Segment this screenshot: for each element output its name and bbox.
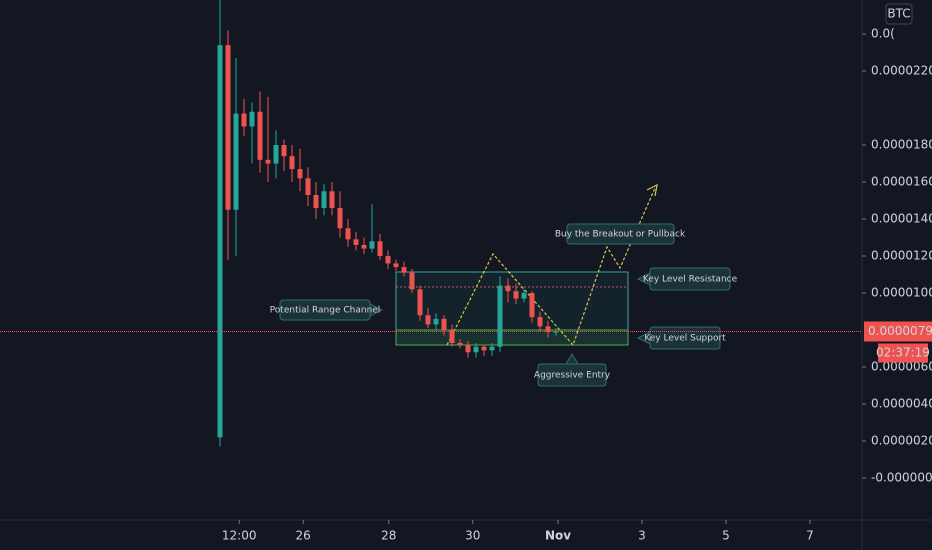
currency-badge — [885, 3, 913, 25]
candle-body — [417, 289, 423, 316]
note-text: Key Level Resistance — [643, 275, 738, 285]
x-tick-label: 26 — [296, 529, 311, 543]
candle-body — [401, 267, 407, 273]
range-box — [395, 271, 629, 346]
candle-body — [433, 318, 439, 325]
candle-body — [305, 178, 311, 195]
note-pointer — [636, 272, 651, 286]
candle-body — [473, 346, 479, 353]
price-label-box — [864, 321, 932, 342]
candle-body — [409, 272, 415, 290]
candle-body — [233, 113, 239, 210]
note-text: Aggressive Entry — [534, 371, 611, 381]
y-tick-label: 0.00002200 — [871, 64, 932, 78]
candle-body — [385, 256, 391, 264]
y-tick-label: 0.00000200 — [871, 434, 932, 448]
y-tick-label: 0.00001600 — [871, 175, 932, 189]
currency: BTC — [887, 7, 910, 21]
candle-body — [497, 285, 503, 347]
candle-body — [249, 111, 255, 127]
drawings: Potential Range Channel Buy the Breakout… — [270, 183, 738, 387]
candle-body — [377, 241, 383, 257]
note-pointer — [565, 353, 579, 365]
arrow-head — [646, 183, 658, 197]
support-box — [395, 329, 629, 346]
y-tick-label: -0.00000000 — [871, 471, 932, 485]
y-tick-label: 0.00001000 — [871, 286, 932, 300]
candle-body — [217, 45, 223, 438]
candle-body — [505, 285, 511, 292]
candles — [217, 0, 559, 447]
x-tick-label: 5 — [722, 529, 730, 543]
x-tick-label: 30 — [465, 529, 480, 543]
note-box — [566, 223, 675, 245]
candle-body — [481, 346, 487, 351]
candle-body — [425, 315, 431, 325]
candle-body — [329, 191, 335, 208]
y-tick-label: 0.00001200 — [871, 249, 932, 263]
candle-body — [353, 239, 359, 245]
candle-body — [489, 346, 495, 351]
note-pointer — [636, 331, 651, 345]
candle-body — [241, 113, 247, 127]
candle-body — [289, 156, 295, 170]
timer-box — [878, 343, 928, 363]
y-tick-label: 0.0( — [871, 27, 895, 41]
candle-body — [361, 244, 367, 249]
candle-body — [441, 318, 447, 331]
candle-body — [265, 159, 271, 164]
candle-body — [313, 194, 319, 208]
y-tick-label: 0.00000600 — [871, 360, 932, 374]
x-tick-label: 7 — [806, 529, 814, 543]
candle-body — [337, 207, 343, 229]
candle-body — [345, 228, 351, 240]
candle-body — [225, 45, 231, 210]
candle-body — [449, 330, 455, 343]
zigzag-path — [446, 187, 656, 347]
candle-body — [257, 111, 263, 160]
x-tick-label: 28 — [381, 529, 396, 543]
price-label: 0.00000792 — [868, 324, 932, 338]
y-tick-label: 0.00000400 — [871, 397, 932, 411]
y-tick-label: 0.00001800 — [871, 138, 932, 152]
candle-body — [321, 191, 327, 208]
note-text: Potential Range Channel — [270, 306, 381, 316]
x-tick-label: 3 — [638, 529, 646, 543]
candle-body — [457, 342, 463, 345]
note-pointer — [369, 303, 384, 317]
candle-body — [281, 145, 287, 157]
candle-body — [537, 317, 543, 327]
candle-body — [513, 291, 519, 299]
x-tick-label: 12:00 — [222, 529, 257, 543]
x-tick-label: Nov — [545, 529, 571, 543]
candle-body — [521, 293, 527, 299]
candle-body — [393, 263, 399, 268]
candle-body — [465, 344, 471, 353]
candle-body — [273, 145, 279, 164]
candle-body — [369, 241, 375, 249]
note-text: Key Level Support — [644, 334, 726, 344]
y-tick-label: 0.00001400 — [871, 212, 932, 226]
candle-body — [297, 169, 303, 179]
note-text: Buy the Breakout or Pullback — [555, 230, 686, 240]
timer: 02:37:19 — [876, 345, 930, 359]
candle-body — [545, 326, 551, 332]
candle-body — [529, 293, 535, 318]
